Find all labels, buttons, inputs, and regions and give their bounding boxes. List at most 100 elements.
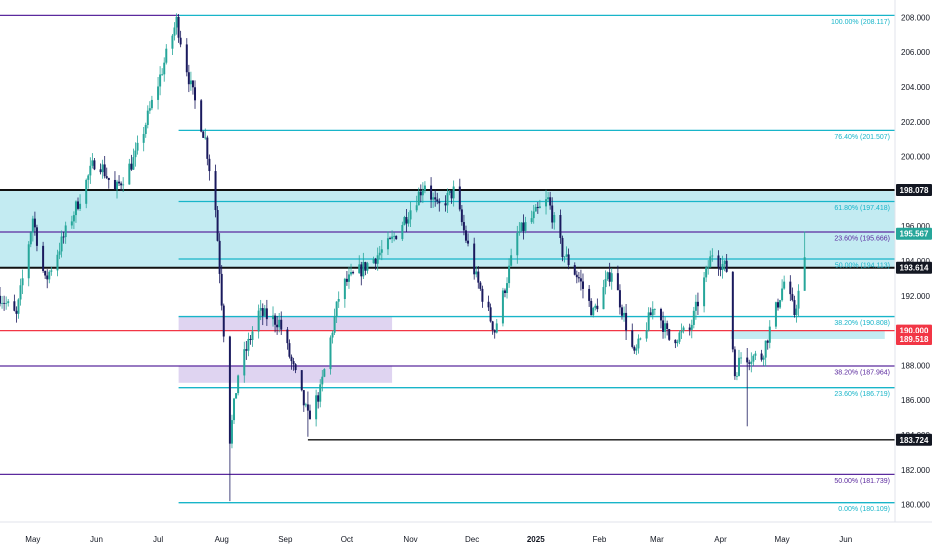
candle-body (165, 48, 168, 63)
candle-body (1, 302, 4, 304)
candle-body (610, 273, 613, 282)
price-tick-label: 206.000 (901, 48, 930, 57)
candle-body (462, 222, 465, 231)
candle-body (44, 271, 47, 276)
candle-body (559, 215, 562, 238)
candle-body (257, 310, 260, 332)
candle-body (304, 404, 307, 406)
candle-body (376, 255, 379, 264)
candle-body (265, 308, 268, 320)
candle-body (668, 328, 671, 340)
candle-body (625, 312, 628, 331)
candle-body (261, 308, 264, 316)
candle-body (781, 288, 784, 301)
candle-body (77, 201, 80, 209)
candle-body (768, 326, 771, 343)
candle-body (549, 197, 552, 206)
candle-body (662, 320, 665, 332)
candle-body (721, 263, 724, 270)
candle-body (534, 206, 537, 212)
candle-body (380, 249, 383, 253)
candle-body (306, 404, 309, 411)
candle-body (680, 330, 683, 333)
candle-body (750, 361, 753, 364)
time-tick-label: Jul (153, 535, 163, 544)
candle-body (335, 301, 338, 317)
candle-body (639, 338, 642, 340)
candle-body (173, 27, 176, 36)
candle-body (358, 264, 361, 274)
candle-body (118, 181, 121, 184)
time-tick-label: Mar (650, 535, 664, 544)
candle-body (185, 44, 188, 73)
candle-body (797, 290, 800, 309)
candle-body (116, 181, 119, 190)
candle-body (547, 197, 550, 200)
candle-body (590, 300, 593, 316)
fib-level-label: 23.60% (195.666) (834, 236, 890, 243)
candle-body (150, 99, 153, 109)
fib-level-label: 38.20% (187.964) (834, 370, 890, 377)
candle-body (458, 186, 461, 210)
candle-body (343, 278, 346, 300)
candle-body (653, 309, 656, 310)
candle-body (545, 199, 548, 207)
candle-body (473, 243, 476, 275)
candle-body (705, 267, 708, 278)
candle-body (530, 218, 533, 223)
candle-body (33, 218, 36, 228)
candle-body (464, 230, 467, 241)
candle-body (42, 245, 45, 272)
candle-body (690, 324, 693, 330)
candle-body (280, 319, 283, 330)
candle-body (329, 337, 332, 370)
candle-body (725, 260, 728, 272)
price-tick-label: 186.000 (901, 396, 930, 405)
candle-body (163, 62, 166, 75)
candle-body (565, 254, 568, 257)
fib-level-label: 38.20% (190.808) (834, 320, 890, 327)
candle-body (142, 133, 145, 143)
candle-body (300, 370, 303, 391)
candle-body (487, 301, 490, 308)
candle-body (189, 80, 192, 85)
candle-body (477, 271, 480, 283)
time-tick-label: Aug (215, 535, 229, 544)
price-badge-label: 198.078 (900, 186, 929, 195)
candle-body (532, 211, 535, 219)
candle-body (79, 203, 82, 209)
candle-body (506, 283, 509, 294)
candle-body (450, 190, 453, 199)
candle-body (647, 312, 650, 331)
candle-body (171, 35, 174, 49)
candle-body (360, 264, 363, 277)
candle-body (623, 312, 626, 316)
price-tick-label: 192.000 (901, 292, 930, 301)
time-axis[interactable]: May Jun Jul Aug Sep Oct Nov Dec 2025 Feb Mar Apr May… (25, 535, 852, 544)
candle-body (237, 375, 240, 394)
candle-body (290, 356, 293, 362)
candle-body (148, 108, 151, 111)
candle-body (374, 258, 377, 264)
candle-body (436, 199, 439, 202)
candle-body (737, 357, 740, 376)
time-tick-label: May (25, 535, 40, 544)
candle-body (5, 302, 8, 304)
candle-body (206, 137, 209, 159)
candle-body (247, 338, 250, 351)
candle-body (421, 190, 424, 196)
candle-body (491, 321, 494, 331)
price-tick-label: 188.000 (901, 361, 930, 370)
candle-body (592, 307, 595, 316)
candle-body (161, 74, 164, 76)
candle-body (245, 349, 248, 351)
candle-body (723, 260, 726, 264)
candle-body (46, 275, 49, 280)
candle-body (748, 362, 751, 364)
candle-body (58, 251, 61, 255)
candle-body (347, 274, 350, 282)
price-tick-label: 204.000 (901, 83, 930, 92)
candle-body (179, 37, 182, 45)
